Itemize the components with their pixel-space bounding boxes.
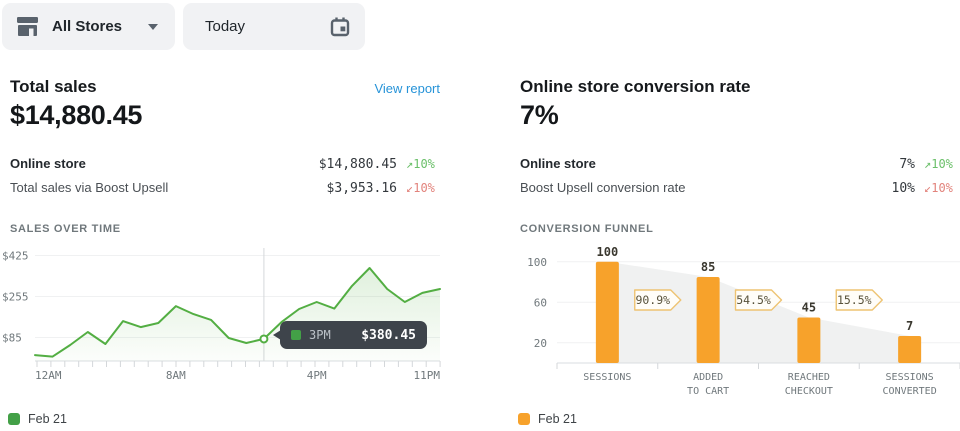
metric-row-boost-upsell-sales: Total sales via Boost Upsell $3,953.16 ↙… [10, 180, 440, 196]
sales-legend-swatch [8, 413, 20, 425]
svg-text:15.5%: 15.5% [837, 293, 872, 307]
svg-text:85: 85 [701, 260, 715, 274]
conversion-rate-title: Online store conversion rate [520, 77, 751, 96]
svg-text:20: 20 [534, 337, 547, 350]
metric-value: $14,880.45 [318, 157, 397, 172]
tooltip-value: $380.45 [361, 327, 416, 343]
svg-text:54.5%: 54.5% [736, 293, 771, 307]
svg-text:$255: $255 [2, 291, 29, 304]
svg-text:11PM: 11PM [414, 369, 441, 382]
sales-over-time-chart[interactable]: $425 $255 $85 12AM 8AM 4PM 11PM [0, 240, 470, 388]
metric-delta-down: ↙10% [924, 181, 958, 195]
conversion-funnel-chart[interactable]: 100 60 20 100 85 45 7 90.9% 54.5% 15.5% SESSIONS AD… [500, 240, 960, 402]
arrow-up-icon: ↗ [406, 157, 414, 171]
svg-text:CONVERTED: CONVERTED [883, 386, 937, 397]
metric-label: Boost Upsell conversion rate [520, 180, 686, 195]
sales-legend-label: Feb 21 [28, 412, 67, 426]
sales-over-time-heading: SALES OVER TIME [10, 223, 121, 235]
arrow-down-icon: ↙ [924, 181, 932, 195]
store-icon [17, 17, 38, 36]
svg-text:ADDED: ADDED [693, 372, 723, 383]
funnel-legend-swatch [518, 413, 530, 425]
tooltip-time: 3PM [309, 328, 331, 342]
metric-row-online-store-sales: Online store $14,880.45 ↗10% [10, 156, 440, 172]
svg-text:7: 7 [906, 319, 913, 333]
chart-tooltip: 3PM $380.45 [273, 321, 427, 349]
svg-text:TO CART: TO CART [687, 386, 729, 397]
svg-text:SESSIONS: SESSIONS [583, 372, 631, 383]
metric-value: 10% [891, 181, 915, 196]
conversion-funnel-heading: CONVERSION FUNNEL [520, 223, 654, 235]
conversion-rate-value: 7% [520, 100, 559, 130]
svg-text:4PM: 4PM [307, 369, 327, 382]
svg-text:60: 60 [534, 296, 547, 309]
svg-text:CHECKOUT: CHECKOUT [785, 386, 833, 397]
chevron-down-icon [148, 23, 158, 30]
metric-delta-up: ↗10% [924, 157, 958, 171]
svg-text:$85: $85 [2, 332, 22, 345]
metric-row-online-store-rate: Online store 7% ↗10% [520, 156, 958, 172]
total-sales-value: $14,880.45 [10, 100, 143, 130]
svg-text:REACHED: REACHED [788, 372, 830, 383]
funnel-legend: Feb 21 [518, 412, 577, 426]
store-selector[interactable]: All Stores [2, 3, 175, 50]
delta-value: 10% [931, 157, 953, 171]
metric-label: Total sales via Boost Upsell [10, 180, 169, 195]
calendar-icon [330, 17, 350, 36]
arrow-down-icon: ↙ [406, 181, 414, 195]
funnel-legend-label: Feb 21 [538, 412, 577, 426]
metric-row-boost-upsell-rate: Boost Upsell conversion rate 10% ↙10% [520, 180, 958, 196]
metric-delta-up: ↗10% [406, 157, 440, 171]
svg-text:45: 45 [802, 300, 816, 314]
svg-text:90.9%: 90.9% [635, 293, 670, 307]
svg-text:12AM: 12AM [35, 369, 62, 382]
metric-label: Online store [520, 156, 596, 171]
metric-value: $3,953.16 [326, 181, 397, 196]
delta-value: 10% [413, 157, 435, 171]
svg-text:SESSIONS: SESSIONS [886, 372, 934, 383]
sales-legend: Feb 21 [8, 412, 67, 426]
arrow-up-icon: ↗ [924, 157, 932, 171]
metric-value: 7% [899, 157, 915, 172]
metric-label: Online store [10, 156, 86, 171]
delta-value: 10% [413, 181, 435, 195]
metric-delta-down: ↙10% [406, 181, 440, 195]
store-selector-label: All Stores [52, 18, 123, 35]
date-range-selector[interactable]: Today [183, 3, 365, 50]
total-sales-title: Total sales [10, 77, 97, 96]
delta-value: 10% [931, 181, 953, 195]
tooltip-series-swatch [291, 330, 301, 340]
svg-text:100: 100 [597, 245, 619, 259]
svg-text:8AM: 8AM [166, 369, 186, 382]
svg-text:100: 100 [527, 256, 547, 269]
date-range-label: Today [205, 18, 246, 35]
svg-text:$425: $425 [2, 250, 29, 263]
view-report-link[interactable]: View report [374, 81, 440, 96]
